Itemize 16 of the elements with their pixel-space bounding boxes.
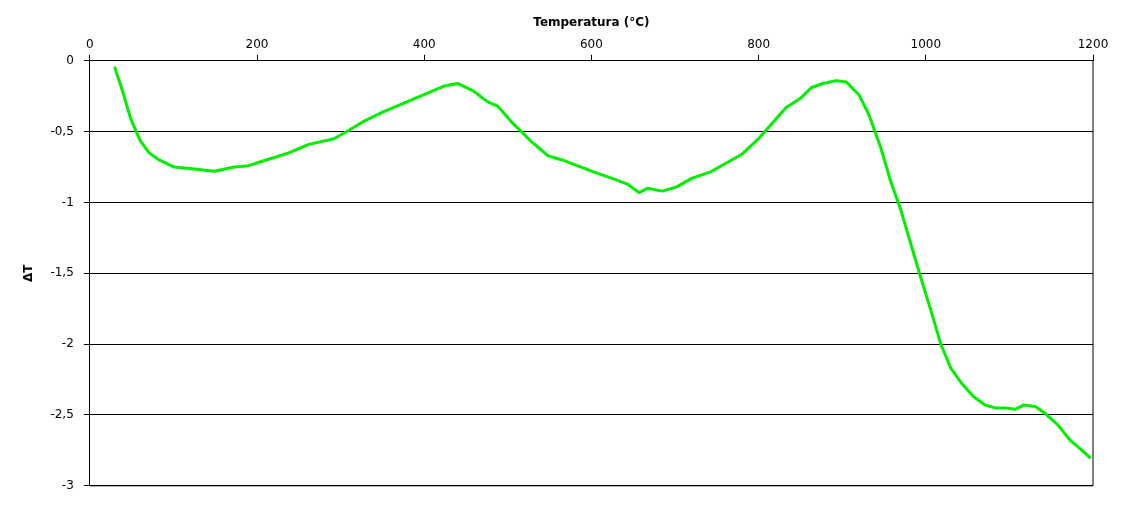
y-tick-label: -2 (61, 336, 74, 351)
y-axis-title: ΔT (21, 263, 36, 283)
x-tick-label: 1200 (1077, 36, 1109, 51)
y-tick-label: -0,5 (50, 123, 74, 138)
y-tick-label: -1 (61, 194, 74, 209)
y-tick-label: -3 (61, 477, 74, 492)
x-tick-label: 0 (85, 36, 94, 51)
y-tick-label: -2,5 (50, 407, 74, 422)
x-tick-label: 1000 (910, 36, 942, 51)
x-tick-label: 800 (747, 36, 771, 51)
y-tick-label: -1,5 (50, 265, 74, 280)
x-axis-title: Temperatura (°C) (533, 15, 650, 30)
x-tick-label: 600 (579, 36, 603, 51)
x-tick-label: 200 (245, 36, 269, 51)
x-tick-label: 400 (412, 36, 436, 51)
y-tick-label: 0 (66, 52, 74, 67)
